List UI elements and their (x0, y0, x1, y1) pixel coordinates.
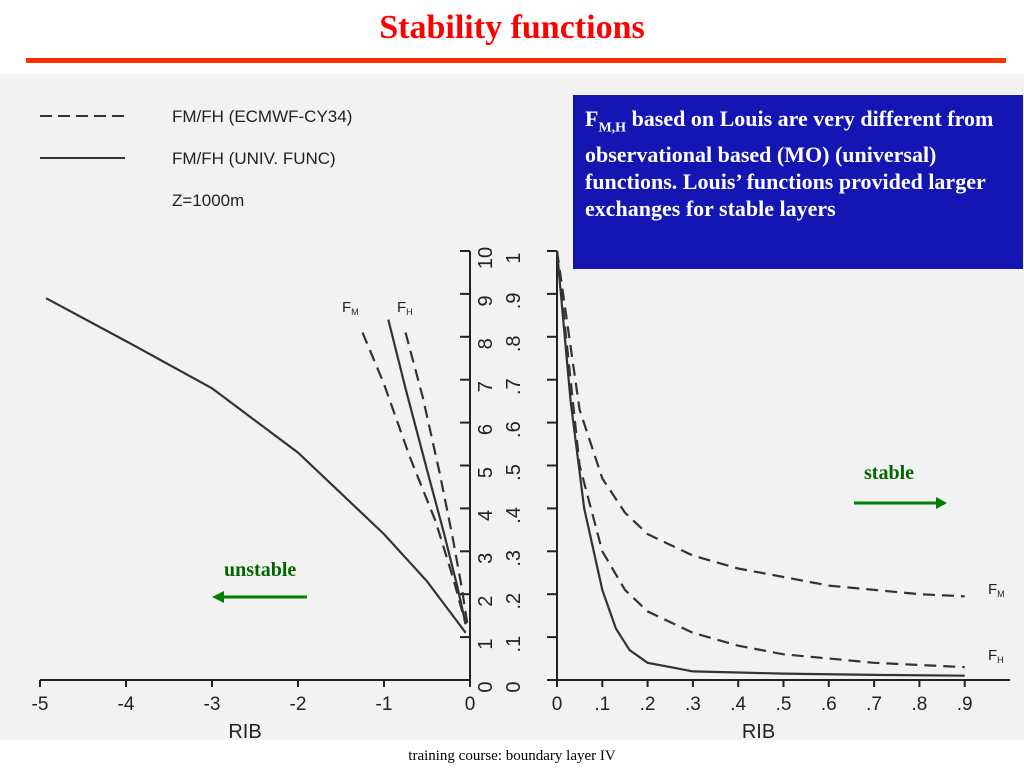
right-series-line (555, 250, 965, 677)
right-x-tick-label: .1 (594, 694, 610, 715)
left-x-tick-label: -1 (376, 694, 393, 715)
right-y-tick-label: .5 (503, 464, 525, 481)
stable-arrow (854, 497, 947, 509)
left-y-tick-label: 10 (475, 247, 497, 269)
left-y-tick-label: 1 (475, 639, 497, 650)
right-series-line (555, 250, 965, 669)
left-series-line (45, 297, 467, 634)
legend-label: Z=1000m (172, 191, 244, 210)
left-x-tick-label: 0 (465, 694, 476, 715)
right-y-tick-label: .6 (503, 421, 525, 438)
left-series-line (404, 332, 469, 625)
left-fm-curve-label: FM (342, 299, 359, 317)
left-x-tick-label: -2 (290, 694, 307, 715)
right-x-tick-label: .5 (776, 694, 792, 715)
right-x-tick-label: .6 (821, 694, 837, 715)
right-y-tick-label: 1 (503, 252, 525, 263)
right-x-axis-label: RIB (742, 721, 775, 740)
right-x-tick-label: .3 (685, 694, 701, 715)
left-y-tick-label: 7 (475, 381, 497, 392)
legend-label: FM/FH (UNIV. FUNC) (172, 149, 336, 168)
left-series-line (387, 319, 467, 625)
title-underline (26, 58, 1006, 63)
callout-prefix: F (585, 106, 599, 131)
left-y-tick-label: 3 (475, 553, 497, 564)
chart-legend: FM/FH (ECMWF-CY34) FM/FH (UNIV. FUNC) Z=10… (40, 107, 352, 210)
right-x-tick-label: .9 (957, 694, 973, 715)
left-x-tick-label: -5 (32, 694, 49, 715)
right-series-line (555, 250, 965, 598)
left-x-axis-label: RIB (228, 721, 261, 740)
left-x-tick-label: -4 (118, 694, 135, 715)
louis-callout: FM,H based on Louis are very different f… (573, 95, 1023, 269)
left-fh-curve-label: FH (397, 299, 413, 317)
left-y-tick-label: 9 (475, 295, 497, 306)
right-y-tick-label: .4 (503, 507, 525, 524)
right-x-tick-label: 0 (552, 694, 563, 715)
footer: training course: boundary layer IV (408, 748, 616, 764)
right-y-tick-label: .2 (503, 593, 525, 610)
unstable-panel: 0 1 2 3 4 5 6 7 8 9 10 -5 -4 -3 -2 -1 0 RIB FM FH (32, 247, 497, 740)
right-y-tick-label: .8 (503, 335, 525, 352)
unstable-arrow (212, 591, 307, 603)
right-x-tick-label: .4 (730, 694, 746, 715)
unstable-label: unstable (224, 559, 297, 581)
left-y-tick-label: 6 (475, 424, 497, 435)
left-x-tick-label: -3 (204, 694, 221, 715)
right-fh-curve-label: FH (988, 647, 1004, 665)
stable-label: stable (864, 462, 914, 484)
left-y-tick-label: 2 (475, 596, 497, 607)
stable-panel: 0 .1 .2 .3 .4 .5 .6 .7 .8 .9 1 0 .1 .2 .3 .4 .5 .6 .7 .8 .9 R… (503, 250, 1010, 740)
right-x-tick-label: .7 (866, 694, 882, 715)
left-y-tick-label: 5 (475, 467, 497, 478)
left-y-tick-label: 4 (475, 510, 497, 521)
right-y-tick-label: .7 (503, 378, 525, 395)
left-y-tick-label: 8 (475, 338, 497, 349)
right-y-tick-label: .1 (503, 636, 525, 653)
legend-label: FM/FH (ECMWF-CY34) (172, 107, 352, 126)
callout-subscript: M,H (598, 120, 627, 136)
left-series-line (361, 332, 467, 625)
right-y-tick-label: .3 (503, 550, 525, 567)
right-y-tick-label: 0 (503, 681, 525, 692)
stability-chart: FM/FH (ECMWF-CY34) FM/FH (UNIV. FUNC) Z=10… (32, 107, 1010, 740)
right-fm-curve-label: FM (988, 581, 1005, 599)
right-x-tick-label: .2 (640, 694, 656, 715)
right-y-tick-label: .9 (503, 293, 525, 310)
right-x-tick-label: .8 (911, 694, 927, 715)
left-y-tick-label: 0 (475, 681, 497, 692)
callout-text: based on Louis are very different from o… (585, 106, 994, 222)
slide-title: Stability functions (379, 9, 645, 46)
